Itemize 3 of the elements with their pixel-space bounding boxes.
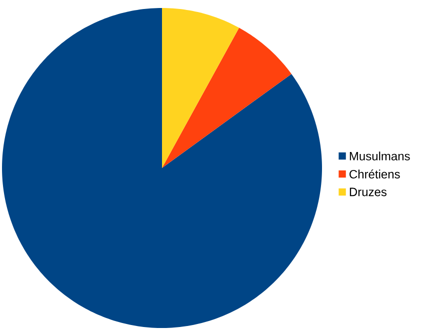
legend-label: Chrétiens [350, 170, 400, 178]
legend-label: Musulmans [350, 152, 410, 160]
legend-label: Druzes [350, 188, 387, 196]
